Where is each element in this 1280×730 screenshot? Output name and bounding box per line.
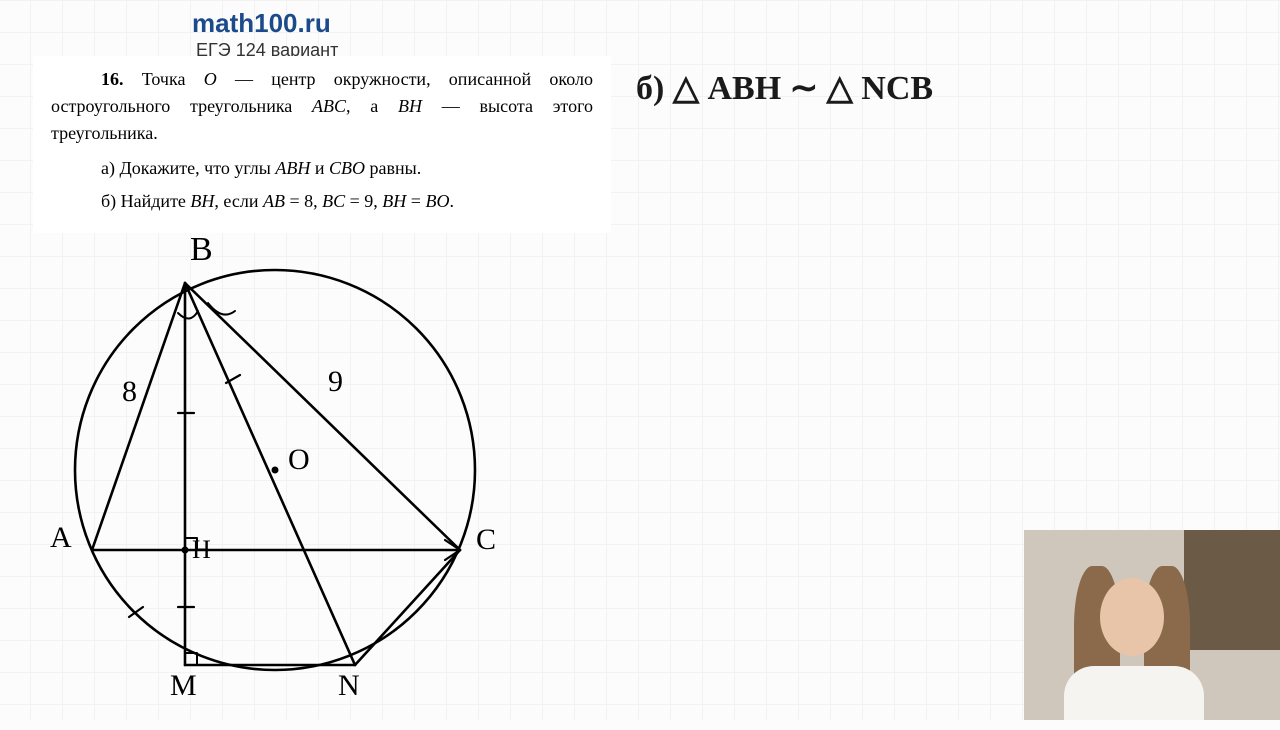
handwritten-note: б) △ ABH ∼ △ NCB (636, 68, 933, 108)
webcam-head (1100, 578, 1164, 656)
var-BH: BH (190, 191, 214, 211)
problem-number: 16. (101, 69, 124, 89)
text: = 8, (285, 191, 322, 211)
text: а) Докажите, что углы (101, 158, 275, 178)
edge-label: 9 (328, 365, 343, 399)
point-label-B: B (190, 231, 213, 269)
var-ABC: ABC (312, 96, 346, 116)
text: Точка (142, 69, 204, 89)
text: , если (214, 191, 263, 211)
diagram-svg (40, 225, 510, 725)
point-label-A: A (50, 521, 72, 555)
text: равны. (365, 158, 421, 178)
point-label-H: H (192, 535, 211, 565)
point-label-C: C (476, 523, 496, 557)
var-AB: AB (263, 191, 285, 211)
point-label-M: M (170, 669, 197, 703)
problem-part-a: а) Докажите, что углы ABH и CBO равны. (51, 155, 593, 182)
site-title: math100.ru (192, 8, 331, 39)
text: = 9, (345, 191, 382, 211)
var-BC: BC (322, 191, 345, 211)
text: . (449, 191, 454, 211)
point-label-N: N (338, 669, 360, 703)
text: = (406, 191, 425, 211)
problem-body: 16. Точка O — центр окружности, описанно… (51, 66, 593, 147)
var-O: O (204, 69, 217, 89)
var-CBO: CBO (329, 158, 365, 178)
problem-statement-box: 16. Точка O — центр окружности, описанно… (33, 56, 611, 233)
var-BH2: BH (382, 191, 406, 211)
webcam-overlay (1024, 530, 1280, 720)
edge-label: 8 (122, 375, 137, 409)
geometry-diagram: A B C H O M N 8 9 (40, 225, 510, 725)
var-BO: BO (425, 191, 449, 211)
text: б) Найдите (101, 191, 190, 211)
point-label-O: O (288, 443, 310, 477)
problem-part-b: б) Найдите BH, если AB = 8, BC = 9, BH =… (51, 188, 593, 215)
webcam-body (1064, 666, 1204, 720)
var-ABH: ABH (275, 158, 310, 178)
webcam-shelf (1184, 530, 1280, 650)
var-BH: BH (398, 96, 422, 116)
text: , а (346, 96, 398, 116)
text: и (310, 158, 329, 178)
